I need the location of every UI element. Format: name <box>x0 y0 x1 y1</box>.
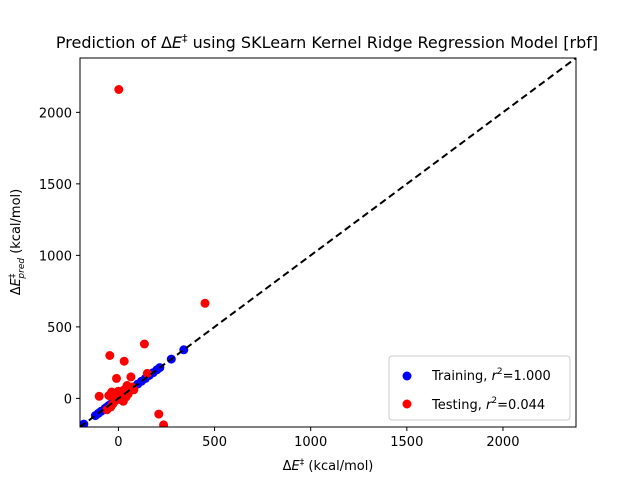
data-point <box>200 298 210 308</box>
y-axis-label: ΔE‡pred (kcal/mol) <box>8 189 27 295</box>
y-tick-label: 1000 <box>39 249 72 264</box>
legend-marker-testing <box>402 399 412 409</box>
data-point <box>107 387 117 397</box>
legend: Training, r2=1.000 Testing, r2=0.044 <box>388 355 571 421</box>
y-tick-label: 2000 <box>39 106 72 121</box>
chart-title: Prediction of ΔE‡ using SKLearn Kernel R… <box>56 32 598 52</box>
x-axis-label: ΔE‡ (kcal/mol) <box>283 458 374 474</box>
legend-box <box>388 355 571 421</box>
plot-area <box>80 58 576 427</box>
data-point <box>159 420 169 427</box>
data-point <box>139 339 149 349</box>
axes-frame <box>79 57 577 428</box>
data-point <box>154 409 164 419</box>
x-tick-label: 0 <box>114 435 122 450</box>
data-point <box>114 85 124 94</box>
x-tick-label: 500 <box>202 435 227 450</box>
y-tick-label: 500 <box>47 321 72 336</box>
y-tick-label: 0 <box>64 392 72 407</box>
data-point <box>119 356 129 366</box>
legend-label-testing: Testing, r2=0.044 <box>431 396 545 413</box>
x-tick-label: 2000 <box>486 435 519 450</box>
y-axis: 0 500 1000 1500 2000 <box>39 106 80 407</box>
x-axis: 0 500 1000 1500 2000 <box>114 427 519 450</box>
x-tick-label: 1000 <box>294 435 327 450</box>
data-point <box>112 373 121 383</box>
x-tick-label: 1500 <box>390 435 423 450</box>
data-point <box>142 368 152 378</box>
data-point <box>94 391 104 401</box>
data-point <box>129 385 139 395</box>
data-point <box>122 381 132 390</box>
legend-label-training: Training, r2=1.000 <box>431 367 551 384</box>
data-point <box>105 351 115 360</box>
data-point <box>126 372 136 382</box>
legend-marker-training <box>402 371 412 381</box>
y-tick-label: 1500 <box>39 178 72 193</box>
data-point <box>118 396 128 406</box>
identity-line <box>80 58 576 427</box>
